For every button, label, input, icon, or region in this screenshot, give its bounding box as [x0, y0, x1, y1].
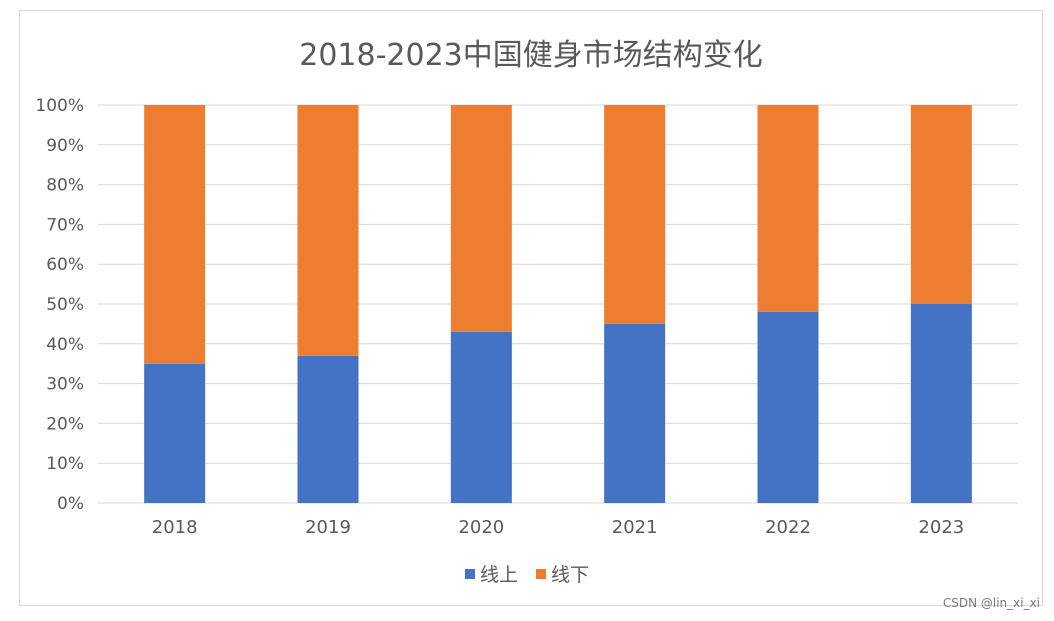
bar-online-2020 — [450, 331, 512, 503]
y-tick-label: 60% — [46, 255, 84, 275]
y-tick-label: 0% — [57, 494, 84, 514]
watermark: CSDN @lin_xi_xi — [942, 596, 1040, 610]
legend-swatch-offline — [536, 568, 547, 579]
x-tick-label: 2018 — [152, 517, 198, 538]
bar-offline-2019 — [297, 105, 359, 356]
bar-online-2019 — [297, 355, 359, 503]
y-tick-label: 20% — [46, 414, 84, 434]
x-tick-label: 2021 — [612, 517, 658, 538]
y-tick-label: 10% — [46, 454, 84, 474]
bar-online-2023 — [910, 304, 972, 503]
y-tick-label: 90% — [46, 136, 84, 156]
x-tick-label: 2019 — [305, 517, 351, 538]
legend-swatch-online — [464, 568, 475, 579]
grid-lines — [98, 104, 1018, 504]
bar-offline-2020 — [450, 105, 512, 332]
y-tick-label: 70% — [46, 215, 84, 235]
y-axis-ticks: 0% 10% 20% 30% 40% 50% 60% 70% 80% 90% 100% — [35, 96, 84, 514]
bar-offline-2018 — [144, 105, 206, 364]
bar-offline-2022 — [757, 105, 819, 312]
legend-label-offline: 线下 — [551, 564, 590, 586]
y-tick-label: 40% — [46, 335, 84, 355]
bar-online-2018 — [144, 363, 206, 503]
y-tick-label: 80% — [46, 176, 84, 196]
chart-title: 2018-2023中国健身市场结构变化 — [299, 38, 763, 73]
y-tick-label: 30% — [46, 375, 84, 395]
y-tick-label: 100% — [35, 96, 84, 116]
legend-item-online: 线上 — [464, 560, 518, 587]
y-tick-label: 50% — [46, 295, 84, 315]
bar-online-2021 — [604, 323, 666, 503]
bar-offline-2021 — [604, 105, 666, 324]
bars — [144, 105, 972, 503]
bar-online-2022 — [757, 311, 819, 503]
legend-item-offline: 线下 — [536, 560, 589, 587]
legend-label-online: 线上 — [479, 564, 518, 586]
legend: 线上 线下 — [0, 560, 1054, 587]
x-tick-label: 2020 — [458, 517, 504, 538]
x-tick-label: 2023 — [918, 517, 964, 538]
x-axis-ticks: 2018 2019 2020 2021 2022 2023 — [152, 517, 964, 538]
x-tick-label: 2022 — [765, 517, 811, 538]
bar-offline-2023 — [910, 105, 972, 304]
